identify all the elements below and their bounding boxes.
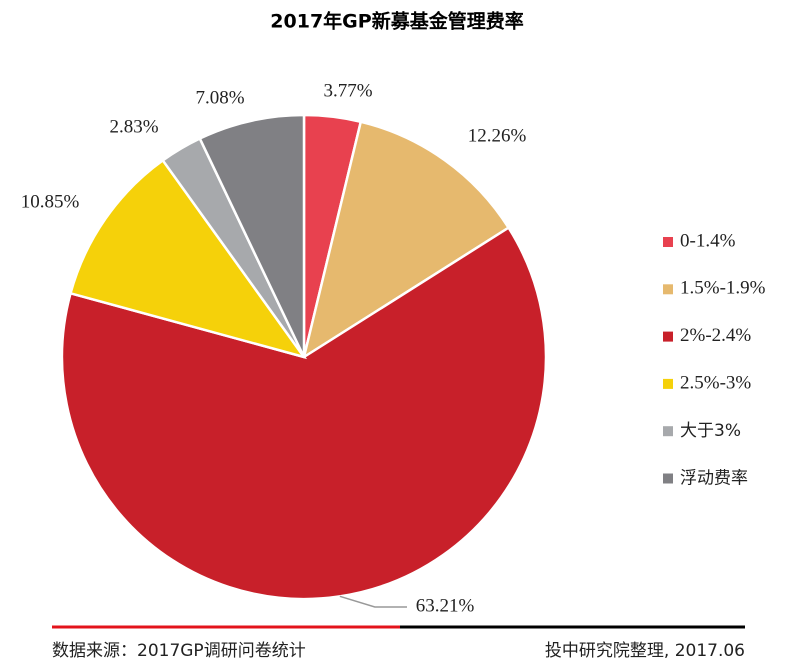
legend-label: 0-1.4% bbox=[680, 230, 736, 251]
pie-slice bbox=[302, 120, 511, 360]
data-label: 63.21% bbox=[416, 595, 475, 616]
legend-label: 大于3% bbox=[680, 421, 741, 441]
legend-swatch bbox=[663, 331, 673, 342]
legend-swatch bbox=[663, 237, 673, 247]
legend-swatch bbox=[663, 473, 673, 484]
data-label: 3.77% bbox=[323, 80, 372, 101]
legend-swatch bbox=[663, 284, 673, 295]
legend-label: 2%-2.4% bbox=[680, 325, 751, 346]
pie-slice bbox=[60, 225, 548, 601]
data-label: 2.83% bbox=[109, 116, 158, 137]
legend-label: 2.5%-3% bbox=[680, 372, 751, 393]
chart-title: 2017年GP新募基金管理费率 bbox=[270, 10, 523, 33]
legend-label: 浮动费率 bbox=[680, 469, 748, 489]
footer-note: 投中研究院整理, 2017.06 bbox=[545, 641, 745, 661]
data-label: 7.08% bbox=[195, 87, 244, 108]
legend-swatch bbox=[663, 426, 673, 437]
pie-slice bbox=[69, 158, 308, 360]
legend-swatch bbox=[663, 378, 673, 389]
data-label: 12.26% bbox=[468, 125, 527, 146]
legend-label: 1.5%-1.9% bbox=[680, 278, 766, 299]
leader-line bbox=[339, 595, 407, 608]
footer-source: 数据来源：2017GP调研问卷统计 bbox=[52, 641, 306, 661]
data-label: 10.85% bbox=[21, 191, 80, 212]
pie-slice bbox=[198, 113, 306, 358]
